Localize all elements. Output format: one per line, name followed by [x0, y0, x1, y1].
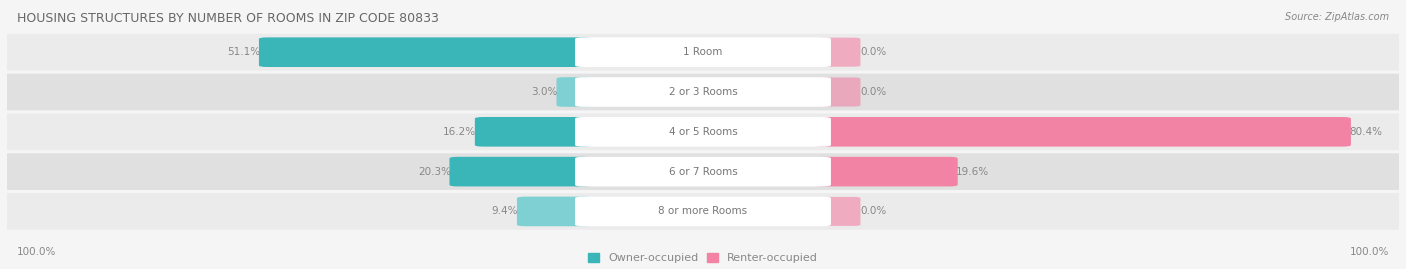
Text: 6 or 7 Rooms: 6 or 7 Rooms	[669, 167, 737, 177]
FancyBboxPatch shape	[575, 117, 831, 147]
Text: 19.6%: 19.6%	[956, 167, 990, 177]
FancyBboxPatch shape	[517, 197, 592, 226]
FancyBboxPatch shape	[815, 77, 860, 107]
FancyBboxPatch shape	[815, 197, 860, 226]
Text: 16.2%: 16.2%	[443, 127, 477, 137]
Text: 1 Room: 1 Room	[683, 47, 723, 57]
FancyBboxPatch shape	[815, 38, 860, 67]
Text: 2 or 3 Rooms: 2 or 3 Rooms	[669, 87, 737, 97]
FancyBboxPatch shape	[575, 77, 831, 107]
FancyBboxPatch shape	[814, 117, 1351, 147]
Text: Source: ZipAtlas.com: Source: ZipAtlas.com	[1285, 12, 1389, 22]
Text: 9.4%: 9.4%	[492, 206, 519, 217]
Text: 0.0%: 0.0%	[860, 47, 887, 57]
Text: HOUSING STRUCTURES BY NUMBER OF ROOMS IN ZIP CODE 80833: HOUSING STRUCTURES BY NUMBER OF ROOMS IN…	[17, 12, 439, 25]
Text: 100.0%: 100.0%	[17, 246, 56, 257]
FancyBboxPatch shape	[557, 77, 592, 107]
Text: 20.3%: 20.3%	[418, 167, 451, 177]
FancyBboxPatch shape	[814, 157, 957, 186]
FancyBboxPatch shape	[575, 37, 831, 67]
FancyBboxPatch shape	[450, 157, 592, 186]
Text: 51.1%: 51.1%	[228, 47, 260, 57]
Text: 0.0%: 0.0%	[860, 87, 887, 97]
Text: 3.0%: 3.0%	[531, 87, 558, 97]
FancyBboxPatch shape	[475, 117, 592, 147]
FancyBboxPatch shape	[259, 37, 592, 67]
Text: 4 or 5 Rooms: 4 or 5 Rooms	[669, 127, 737, 137]
Text: 100.0%: 100.0%	[1350, 246, 1389, 257]
Text: 8 or more Rooms: 8 or more Rooms	[658, 206, 748, 217]
Text: 0.0%: 0.0%	[860, 206, 887, 217]
Text: 80.4%: 80.4%	[1350, 127, 1382, 137]
Legend: Owner-occupied, Renter-occupied: Owner-occupied, Renter-occupied	[588, 253, 818, 263]
FancyBboxPatch shape	[7, 34, 1399, 70]
FancyBboxPatch shape	[7, 193, 1399, 230]
FancyBboxPatch shape	[7, 153, 1399, 190]
FancyBboxPatch shape	[7, 74, 1399, 110]
FancyBboxPatch shape	[7, 114, 1399, 150]
FancyBboxPatch shape	[575, 157, 831, 186]
FancyBboxPatch shape	[575, 197, 831, 226]
